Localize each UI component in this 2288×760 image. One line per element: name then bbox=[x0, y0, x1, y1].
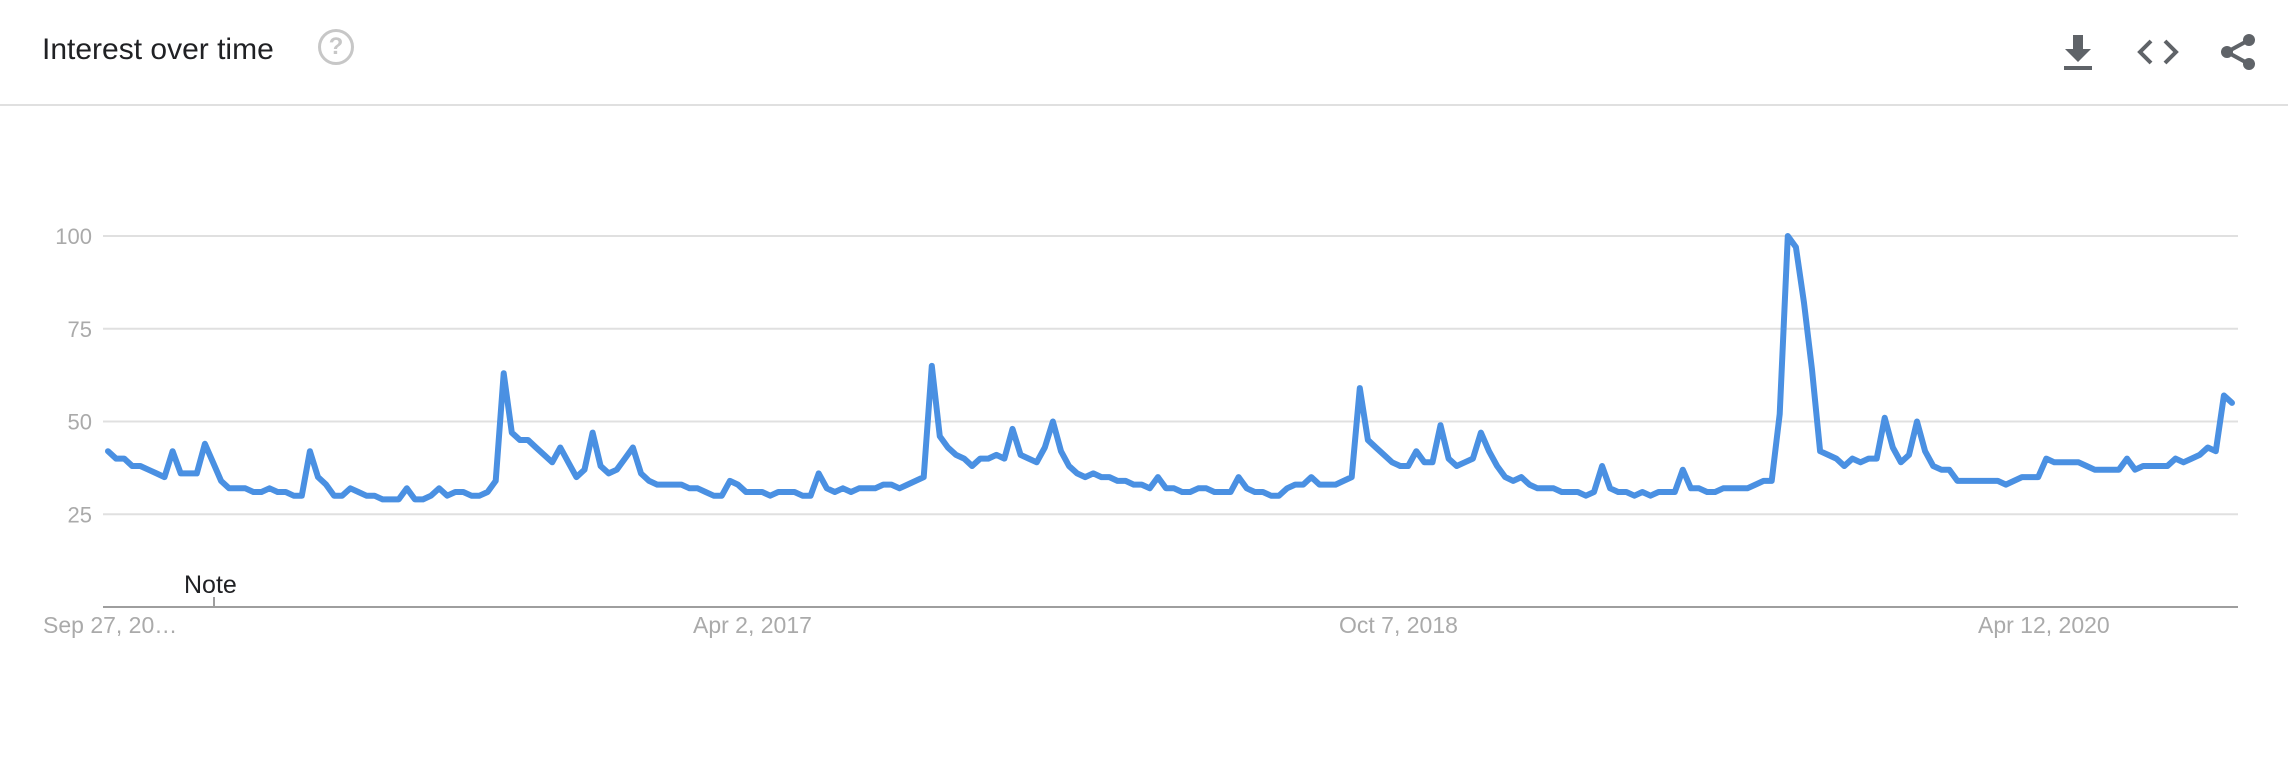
card-header: Interest over time ? bbox=[0, 0, 2288, 106]
series-line-0[interactable] bbox=[105, 233, 2235, 503]
xtick-label-1: Apr 2, 2017 bbox=[693, 612, 812, 638]
series-layer bbox=[105, 233, 2235, 503]
card-title: Interest over time bbox=[42, 33, 274, 66]
label-layer: 25 50 75 100 Note Sep 27, 20… Apr 2, 2017 Oct 7… bbox=[43, 224, 2110, 638]
xtick-label-0: Sep 27, 20… bbox=[43, 612, 177, 638]
xtick-label-2: Oct 7, 2018 bbox=[1339, 612, 1458, 638]
xtick-label-3: Apr 12, 2020 bbox=[1978, 612, 2110, 638]
embed-code-icon[interactable] bbox=[2132, 26, 2184, 78]
note-annotation[interactable]: Note bbox=[184, 571, 237, 599]
grid-layer bbox=[103, 235, 2238, 516]
download-icon[interactable] bbox=[2052, 26, 2104, 78]
ytick-label-75: 75 bbox=[68, 317, 92, 342]
ytick-label-100: 100 bbox=[55, 224, 92, 249]
share-icon[interactable] bbox=[2212, 26, 2264, 78]
ytick-label-50: 50 bbox=[68, 410, 92, 435]
help-icon[interactable]: ? bbox=[318, 29, 354, 65]
axis-layer bbox=[103, 597, 2238, 608]
ytick-label-25: 25 bbox=[68, 502, 92, 527]
